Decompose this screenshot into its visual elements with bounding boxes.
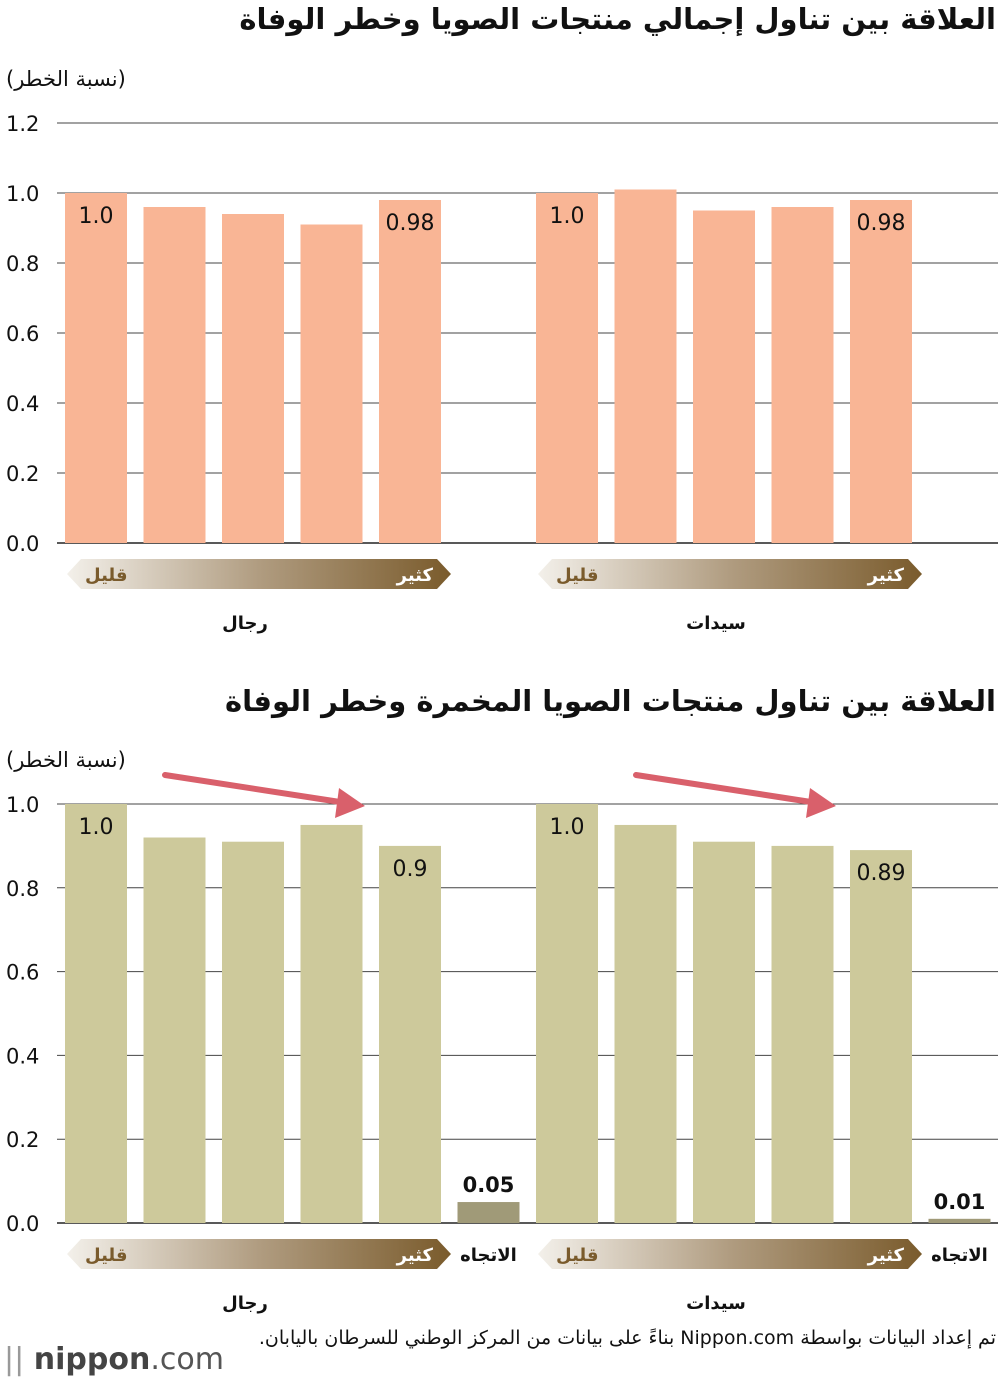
bar-2-2-1 (536, 804, 598, 1223)
scale-arrow-2-2 (538, 1239, 922, 1269)
bar-1-2-3 (693, 210, 755, 543)
data-label-2-1-5: 0.9 (393, 857, 428, 882)
y-tick-label-1-4: 0.8 (6, 252, 39, 276)
bar-1-1-3 (222, 214, 284, 543)
y-tick-label-2-3: 0.6 (6, 961, 39, 985)
scale-arrow-2-1 (67, 1239, 451, 1269)
data-label-1-2-1: 1.0 (550, 204, 585, 229)
trend-bar-2-1 (457, 1202, 520, 1223)
trend-label-2-2: 0.01 (934, 1190, 986, 1214)
data-label-1-1-1: 1.0 (79, 204, 114, 229)
chart2-title: العلاقة بين تناول منتجات الصويا المخمرة … (224, 684, 996, 718)
data-label-2-1-1: 1.0 (79, 815, 114, 840)
logo-text: nippon (33, 1342, 151, 1377)
y-tick-label-1-5: 1.0 (6, 182, 39, 206)
trend-arrow-head-2 (806, 788, 836, 818)
y-tick-label-1-1: 0.2 (6, 462, 39, 486)
bar-1-2-4 (771, 207, 834, 543)
y-tick-label-1-2: 0.4 (6, 392, 39, 416)
bar-2-2-3 (693, 841, 755, 1223)
chart1-title: العلاقة بين تناول إجمالي منتجات الصويا و… (239, 2, 996, 36)
nippon-logo: || nippon.com (4, 1342, 224, 1377)
group-label-1-2: سيدات (686, 613, 746, 634)
bar-2-1-4 (300, 824, 363, 1223)
y-tick-label-2-0: 0.0 (6, 1212, 39, 1236)
bar-1-2-1 (536, 193, 598, 543)
scale-arrow-1-2 (538, 559, 922, 589)
logo-mark-icon: || (4, 1342, 25, 1377)
y-tick-label-1-6: 1.2 (6, 112, 39, 136)
trend-arrow-head-1 (335, 788, 365, 818)
y-tick-label-2-4: 0.8 (6, 877, 39, 901)
scale-high-label-2-2: كثير (867, 1245, 905, 1266)
bar-1-1-4 (300, 224, 363, 543)
scale-arrow-1-1 (67, 559, 451, 589)
y-tick-label-2-2: 0.4 (6, 1044, 39, 1068)
bar-2-2-2 (614, 824, 677, 1223)
scale-high-label-1-1: كثير (396, 565, 434, 586)
data-label-1-1-5: 0.98 (386, 211, 435, 236)
bar-1-1-1 (65, 193, 127, 543)
bar-2-2-5 (850, 850, 912, 1223)
data-label-1-2-5: 0.98 (857, 211, 906, 236)
bar-2-1-3 (222, 841, 284, 1223)
logo-suffix: .com (150, 1342, 224, 1377)
source-note: تم إعداد البيانات بواسطة Nippon.com بناء… (258, 1327, 996, 1349)
scale-low-label-1-1: قليل (85, 565, 128, 586)
group-label-2-1: رجال (222, 1293, 268, 1314)
trend-label-2-1: 0.05 (463, 1173, 515, 1197)
scale-high-label-1-2: كثير (867, 565, 905, 586)
trend-arrow-line-1 (162, 772, 343, 805)
group-label-1-1: رجال (222, 613, 268, 634)
bar-2-1-1 (65, 804, 127, 1223)
y-axis-title-2: (نسبة الخطر) (6, 748, 126, 772)
scale-low-label-1-2: قليل (556, 565, 599, 586)
y-tick-label-2-5: 1.0 (6, 793, 39, 817)
bar-2-1-2 (143, 837, 206, 1223)
bar-2-1-5 (379, 845, 441, 1223)
y-tick-label-2-1: 0.2 (6, 1128, 39, 1152)
trend-name-2-1: الاتجاه (460, 1245, 517, 1266)
y-axis-title-1: (نسبة الخطر) (6, 67, 126, 91)
y-tick-label-1-3: 0.6 (6, 322, 39, 346)
trend-name-2-2: الاتجاه (931, 1245, 988, 1266)
bar-2-2-4 (771, 845, 834, 1223)
scale-high-label-2-1: كثير (396, 1245, 434, 1266)
bar-1-1-5 (379, 200, 441, 543)
bar-1-2-2 (614, 189, 677, 543)
y-tick-label-1-0: 0.0 (6, 532, 39, 556)
data-label-2-2-5: 0.89 (857, 861, 906, 886)
scale-low-label-2-1: قليل (85, 1245, 128, 1266)
scale-low-label-2-2: قليل (556, 1245, 599, 1266)
data-label-2-2-1: 1.0 (550, 815, 585, 840)
bar-1-1-2 (143, 207, 206, 543)
trend-bar-2-2 (928, 1218, 991, 1223)
group-label-2-2: سيدات (686, 1293, 746, 1314)
bar-1-2-5 (850, 200, 912, 543)
trend-arrow-line-2 (633, 772, 814, 805)
